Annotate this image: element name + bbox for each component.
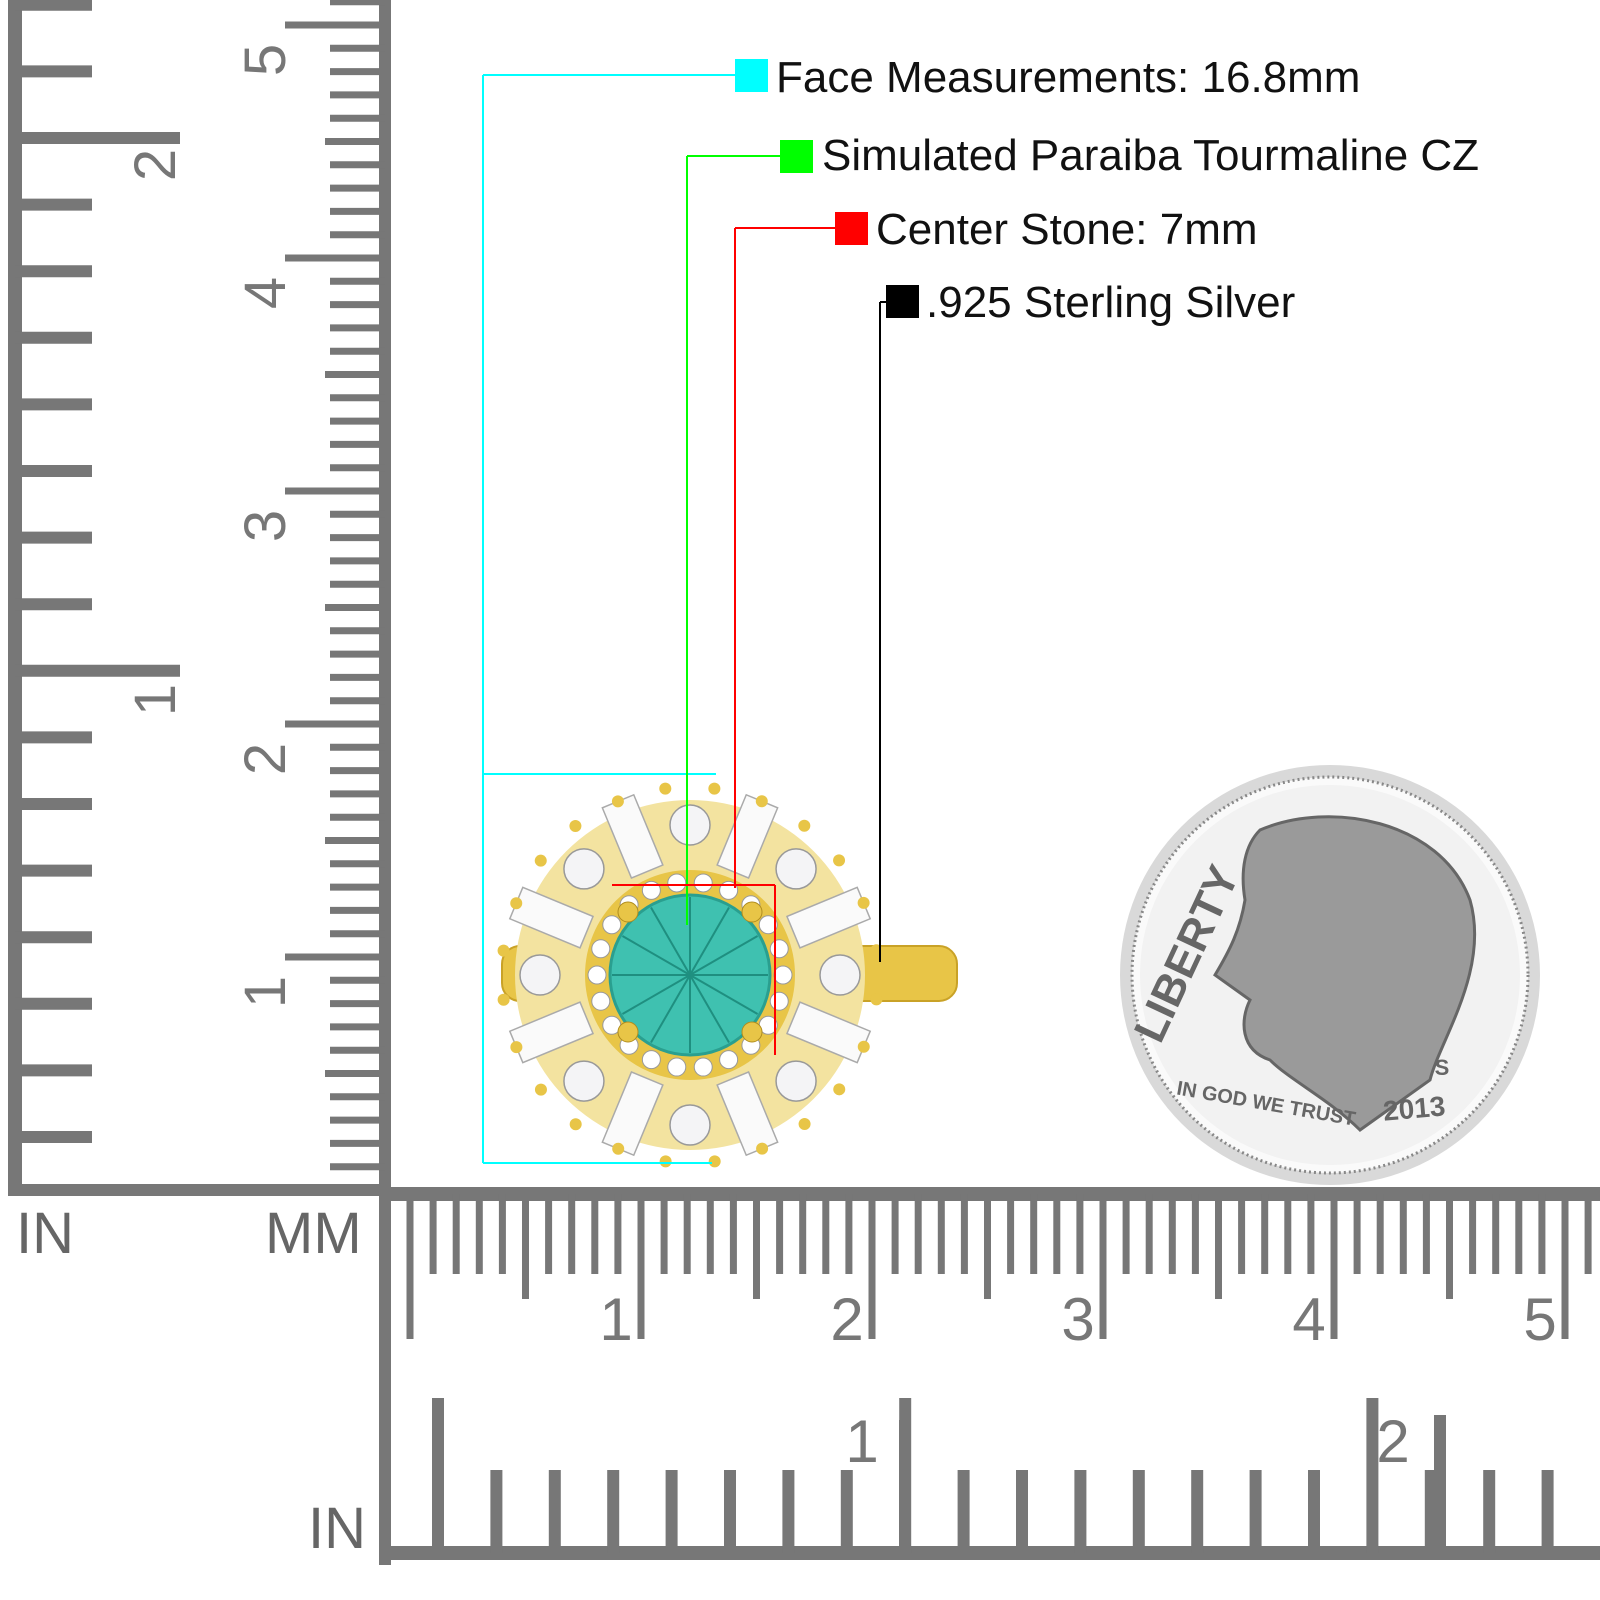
- prong: [756, 1142, 769, 1155]
- prong: [611, 795, 624, 808]
- horizontal-mm-label: 2: [830, 1286, 863, 1353]
- coin-portrait: [1213, 815, 1477, 1132]
- halo-cz-stone: [667, 873, 687, 893]
- vertical-inch-label: 1: [123, 684, 188, 716]
- prong: [569, 819, 582, 832]
- prong: [534, 854, 547, 867]
- halo-cz-stone: [602, 915, 622, 935]
- halo-cz-stone: [591, 991, 611, 1011]
- prong: [510, 1041, 523, 1054]
- round-cz-stone: [563, 1060, 605, 1102]
- round-cz-stone: [519, 954, 561, 996]
- halo-cz-stone: [773, 965, 793, 985]
- vertical-mm-label: 5: [233, 44, 298, 76]
- prong: [659, 1155, 672, 1168]
- coin-mint-mark: S: [1435, 1055, 1450, 1080]
- horizontal-mm-label: 5: [1523, 1286, 1556, 1353]
- horizontal-inch-label: 2: [1376, 1408, 1409, 1475]
- spec-center-stone: Center Stone: 7mm: [876, 205, 1258, 254]
- center-prong: [741, 1021, 763, 1043]
- legend-swatch: [780, 140, 813, 173]
- round-cz-stone: [775, 848, 817, 890]
- prong: [857, 1040, 870, 1053]
- vertical-mm-label: 4: [233, 277, 298, 309]
- prong: [510, 897, 523, 910]
- center-prong: [617, 901, 639, 923]
- halo-cz-stone: [667, 1057, 687, 1077]
- ring-head: [497, 782, 883, 1168]
- vertical-mm-label: 2: [233, 743, 298, 775]
- stone-facet: [689, 974, 759, 1015]
- stone-facet: [650, 906, 691, 976]
- halo-cz-stone: [693, 1057, 713, 1077]
- prong: [708, 1155, 721, 1168]
- halo-cz-stone: [758, 915, 778, 935]
- round-cz-stone: [669, 804, 711, 846]
- halo-cz-stone: [769, 939, 789, 959]
- stone-facet: [650, 974, 691, 1044]
- halo-cz-stone: [693, 873, 713, 893]
- stone-facet: [689, 906, 730, 976]
- prong: [755, 795, 768, 808]
- dime-coin: [1120, 765, 1540, 1185]
- prong: [833, 854, 846, 867]
- round-cz-stone: [669, 1104, 711, 1146]
- prong: [569, 1118, 582, 1131]
- prong: [612, 1142, 625, 1155]
- vertical-inch-label: 2: [123, 149, 188, 181]
- halo-cz-stone: [587, 965, 607, 985]
- round-cz-stone: [775, 1060, 817, 1102]
- spec-stone-type: Simulated Paraiba Tourmaline CZ: [822, 131, 1480, 180]
- prong: [497, 993, 510, 1006]
- horizontal-inch-label: 1: [845, 1408, 878, 1475]
- legend-swatch: [886, 285, 919, 318]
- ruler-unit-in: IN: [16, 1201, 74, 1266]
- halo-cz-stone: [591, 939, 611, 959]
- center-prong: [617, 1021, 639, 1043]
- coin-year-text: 2013: [1382, 1090, 1447, 1126]
- halo-cz-stone: [719, 1050, 739, 1070]
- prong: [870, 993, 883, 1006]
- stone-facet: [621, 935, 691, 976]
- halo-cz-stone: [641, 1050, 661, 1070]
- legend-swatch: [735, 59, 768, 92]
- prong: [659, 782, 672, 795]
- prong: [833, 1083, 846, 1096]
- halo-cz-stone: [769, 991, 789, 1011]
- round-cz-stone: [563, 848, 605, 890]
- horizontal-mm-label: 4: [1292, 1286, 1325, 1353]
- stone-facet: [689, 974, 730, 1044]
- center-prong: [741, 901, 763, 923]
- vertical-mm-label: 3: [233, 510, 298, 542]
- prong: [798, 819, 811, 832]
- prong: [534, 1083, 547, 1096]
- stone-facet: [621, 974, 691, 1015]
- round-cz-stone: [819, 954, 861, 996]
- prong: [857, 896, 870, 909]
- horizontal-mm-label: 3: [1061, 1286, 1094, 1353]
- legend-swatch: [835, 212, 868, 245]
- prong: [708, 782, 721, 795]
- horizontal-mm-label: 1: [599, 1286, 632, 1353]
- vertical-mm-label: 1: [233, 976, 298, 1008]
- spec-metal: .925 Sterling Silver: [926, 278, 1296, 327]
- prong: [798, 1118, 811, 1131]
- prong: [497, 944, 510, 957]
- ruler-unit-in-bottom: IN: [308, 1496, 366, 1561]
- stone-facet: [689, 935, 759, 976]
- ruler-unit-mm: MM: [265, 1201, 362, 1266]
- spec-face-measurements: Face Measurements: 16.8mm: [776, 53, 1361, 102]
